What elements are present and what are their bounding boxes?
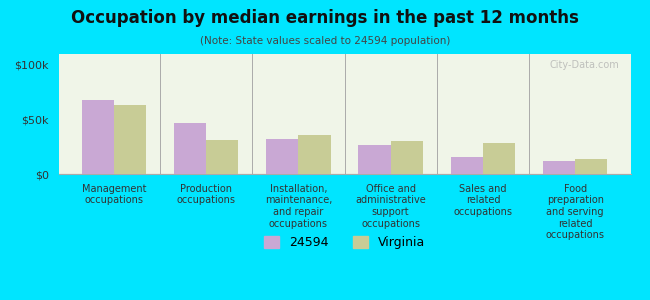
Bar [483, 143, 515, 174]
Bar [266, 139, 298, 174]
Bar [575, 159, 608, 174]
Bar [450, 157, 483, 174]
Text: City-Data.com: City-Data.com [549, 60, 619, 70]
Bar [298, 135, 331, 174]
Text: Occupation by median earnings in the past 12 months: Occupation by median earnings in the pas… [71, 9, 579, 27]
Bar [543, 161, 575, 174]
Text: (Note: State values scaled to 24594 population): (Note: State values scaled to 24594 popu… [200, 36, 450, 46]
Bar [391, 141, 423, 174]
Bar [358, 145, 391, 174]
Bar [81, 100, 114, 174]
Legend: 24594, Virginia: 24594, Virginia [259, 230, 430, 254]
Bar [206, 140, 239, 174]
Bar [174, 123, 206, 174]
Bar [114, 105, 146, 174]
